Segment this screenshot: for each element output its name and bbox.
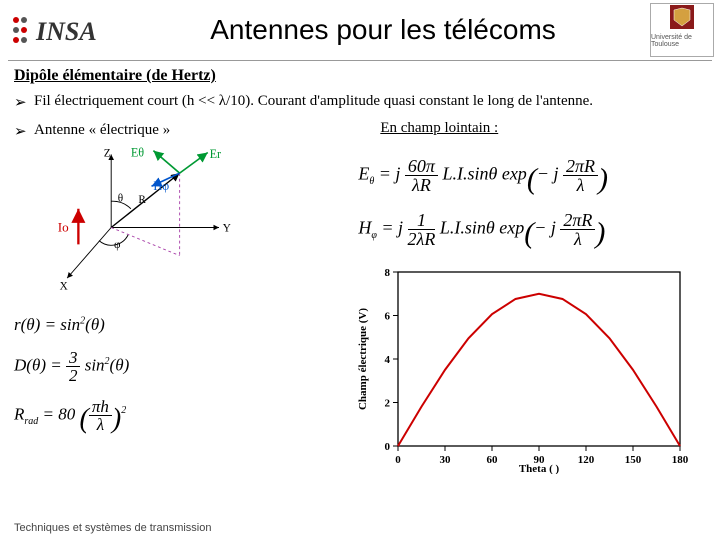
insa-logo-svg: INSA	[6, 8, 116, 52]
axis-y-label: Y	[223, 222, 231, 234]
svg-text:0: 0	[396, 454, 402, 466]
svg-text:2: 2	[385, 398, 391, 410]
svg-text:0: 0	[385, 441, 391, 453]
svg-text:60: 60	[487, 454, 499, 466]
svg-text:INSA: INSA	[35, 17, 97, 46]
bullet-2: Antenne « électrique »	[14, 122, 342, 139]
insa-logo: INSA	[6, 8, 116, 52]
equation-etheta: Eθ = j 60πλR L.I.sinθ exp(− j 2πRλ)	[358, 157, 706, 197]
formula-r: r(θ) = sin2(θ)	[14, 315, 342, 335]
svg-text:180: 180	[672, 454, 689, 466]
dipole-geometry-diagram: Z Y X R θ φ Io Eθ	[14, 145, 274, 295]
svg-text:Theta ( ): Theta ( )	[519, 463, 560, 474]
theta-label: θ	[118, 192, 123, 204]
formula-rrad: Rrad = 80 (πhλ)2	[14, 398, 342, 435]
equation-hphi: Hφ = j 12λR L.I.sinθ exp(− j 2πRλ)	[358, 211, 706, 251]
field-chart: 030609012015018002468Champ électrique (V…	[350, 264, 690, 474]
footer-text: Techniques et systèmes de transmission	[14, 522, 211, 534]
svg-text:Champ électrique (V): Champ électrique (V)	[357, 308, 369, 410]
formula-d: D(θ) = 32 sin2(θ)	[14, 349, 342, 384]
pattern-formulas: r(θ) = sin2(θ) D(θ) = 32 sin2(θ) Rrad = …	[14, 301, 342, 449]
er-label: Er	[210, 147, 222, 161]
current-io-label: Io	[58, 219, 69, 234]
slide-title: Antennes pour les télécoms	[116, 14, 650, 46]
toulouse-logo: Université de Toulouse	[650, 3, 714, 57]
section-heading: Dipôle élémentaire (de Hertz)	[14, 67, 706, 85]
toulouse-logo-label: Université de Toulouse	[651, 34, 713, 48]
bullet-1: Fil électriquement court (h << λ/10). Co…	[14, 93, 706, 110]
slide-body: Dipôle élémentaire (de Hertz) Fil électr…	[0, 67, 720, 474]
shield-icon	[669, 4, 695, 34]
etheta-label: Eθ	[131, 145, 144, 159]
farfield-heading: En champ lointain :	[380, 120, 706, 137]
phi-label: φ	[114, 239, 121, 251]
svg-text:120: 120	[578, 454, 595, 466]
svg-text:8: 8	[385, 267, 391, 279]
svg-text:6: 6	[385, 311, 391, 323]
svg-text:150: 150	[625, 454, 642, 466]
svg-text:4: 4	[385, 354, 391, 366]
vector-r-label: R	[138, 194, 146, 206]
hphi-label: Hφ	[153, 179, 169, 193]
title-divider	[8, 60, 712, 61]
field-equations: Eθ = j 60πλR L.I.sinθ exp(− j 2πRλ) Hφ =…	[358, 143, 706, 264]
svg-text:30: 30	[440, 454, 452, 466]
axis-z-label: Z	[104, 147, 111, 159]
axis-x-label: X	[60, 280, 68, 292]
title-bar: INSA Antennes pour les télécoms Universi…	[0, 0, 720, 60]
